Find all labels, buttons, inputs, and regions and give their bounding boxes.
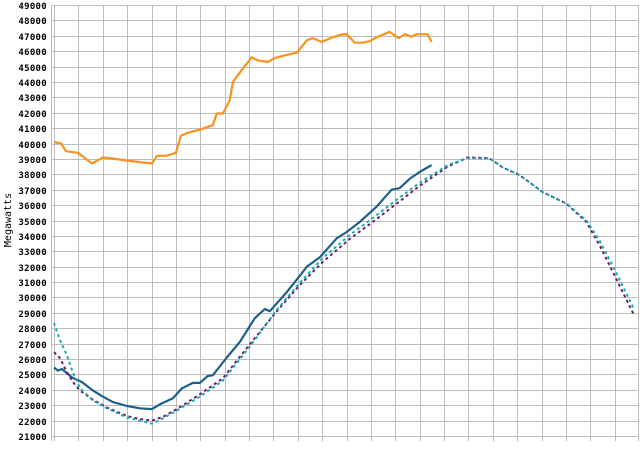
y-tick-label: 40000 — [18, 141, 47, 151]
y-tick-label: 31000 — [18, 279, 47, 289]
series-line-3 — [53, 157, 636, 425]
y-tick-label: 44000 — [18, 79, 47, 89]
y-tick-label: 22000 — [18, 418, 47, 428]
series-line-0 — [53, 30, 433, 165]
y-tick-label: 37000 — [18, 187, 47, 197]
y-tick-label: 26000 — [18, 356, 47, 366]
grid — [51, 5, 639, 441]
y-tick-label: 28000 — [18, 325, 47, 335]
y-tick-label: 38000 — [18, 171, 47, 181]
y-axis-label: Megawatts — [3, 193, 14, 247]
y-axis-ticks: 21000 22000 23000 24000 25000 26000 27000 28000… — [18, 2, 47, 443]
y-tick-label: 25000 — [18, 371, 47, 381]
series-line-2 — [53, 156, 636, 422]
y-tick-label: 48000 — [18, 17, 47, 27]
y-tick-label: 34000 — [18, 233, 47, 243]
y-tick-label: 41000 — [18, 125, 47, 135]
y-tick-label: 30000 — [18, 294, 47, 304]
y-tick-label: 23000 — [18, 402, 47, 412]
y-tick-label: 21000 — [18, 433, 47, 443]
y-tick-label: 47000 — [18, 33, 47, 43]
y-tick-label: 46000 — [18, 48, 47, 58]
y-tick-label: 27000 — [18, 341, 47, 351]
y-tick-label: 36000 — [18, 202, 47, 212]
series-group — [53, 30, 636, 425]
y-tick-label: 45000 — [18, 64, 47, 74]
y-tick-label: 43000 — [18, 94, 47, 104]
y-tick-label: 49000 — [18, 2, 47, 12]
y-tick-label: 29000 — [18, 310, 47, 320]
y-tick-label: 33000 — [18, 248, 47, 258]
y-tick-label: 24000 — [18, 387, 47, 397]
y-tick-label: 35000 — [18, 218, 47, 228]
y-tick-label: 32000 — [18, 264, 47, 274]
y-tick-label: 42000 — [18, 110, 47, 120]
series-line-1 — [53, 164, 433, 411]
y-tick-label: 39000 — [18, 156, 47, 166]
